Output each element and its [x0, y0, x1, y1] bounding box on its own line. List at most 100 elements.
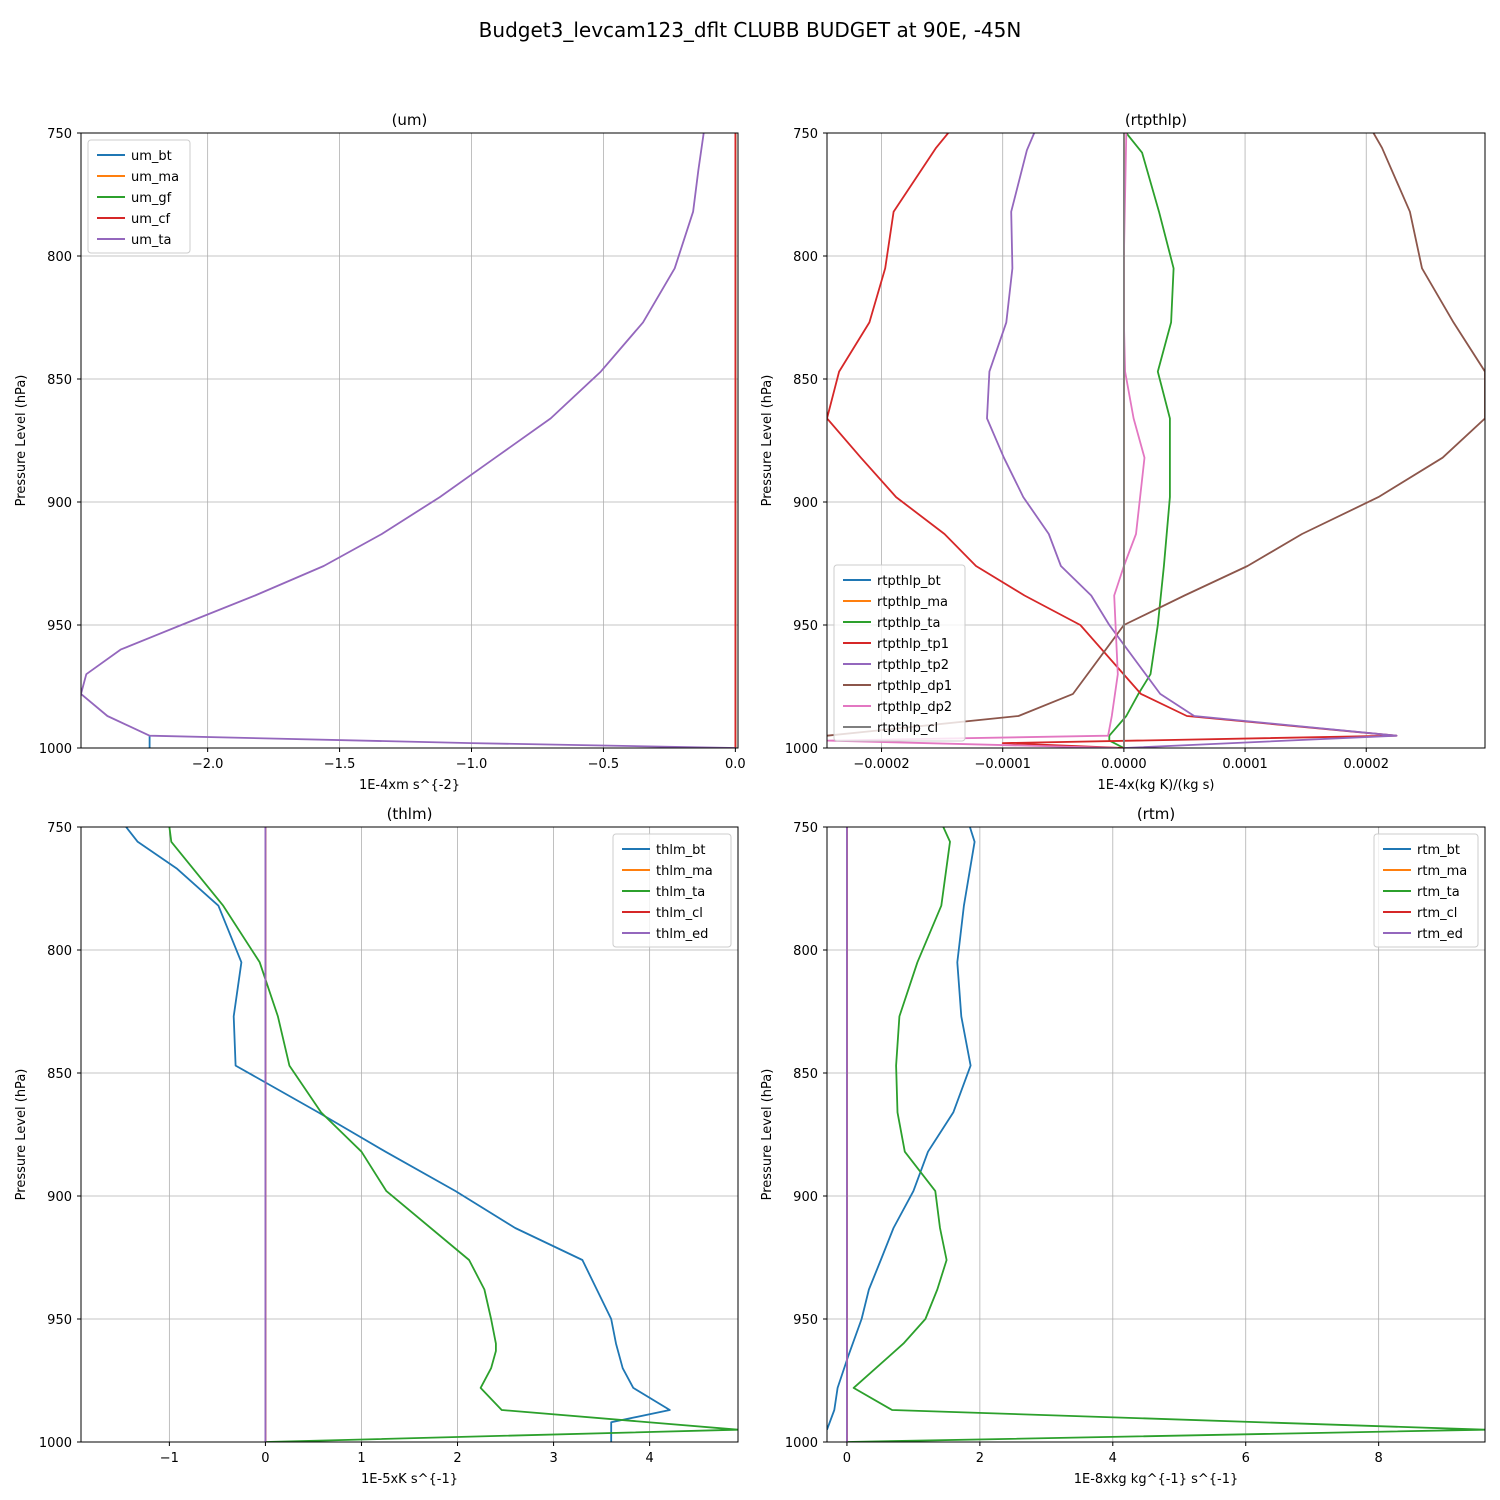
- x-tick-label: −2.0: [192, 757, 224, 772]
- x-tick-label: 0: [843, 1451, 851, 1466]
- x-tick-label: 2: [976, 1451, 984, 1466]
- x-tick-label: −1.5: [324, 757, 356, 772]
- y-tick-label: 800: [47, 944, 72, 959]
- y-tick-label: 1000: [785, 742, 818, 757]
- y-tick-label: 1000: [785, 1436, 818, 1451]
- legend-label: rtm_bt: [1417, 843, 1460, 858]
- x-tick-label: −0.5: [588, 757, 620, 772]
- y-tick-label: 850: [47, 373, 72, 388]
- x-tick-label: 4: [645, 1451, 653, 1466]
- legend: rtm_bt rtm_ma rtm_ta rtm_cl rtm_ed: [1373, 833, 1479, 948]
- legend-label: um_ta: [131, 233, 171, 248]
- y-tick-label: 800: [793, 944, 818, 959]
- legend-label: rtpthlp_tp1: [877, 637, 949, 652]
- legend-label: thlm_ta: [656, 885, 705, 900]
- legend-label: rtpthlp_ma: [877, 595, 948, 610]
- y-tick-label: 750: [793, 127, 818, 142]
- x-axis-label: 1E-4x(kg K)/(kg s): [1098, 778, 1215, 793]
- subplot-title: (rtpthlp): [1125, 111, 1187, 129]
- y-tick-label: 750: [47, 127, 72, 142]
- legend-label: thlm_cl: [656, 906, 703, 921]
- subplot-1: −0.0002 −0.0001 0.0000 0.0001 0.0002 750 800 85…: [760, 111, 1486, 793]
- x-axis-label: 1E-8xkg kg^{-1} s^{-1}: [1074, 1472, 1239, 1487]
- y-tick-label: 950: [793, 619, 818, 634]
- x-tick-label: 0: [261, 1451, 269, 1466]
- legend-label: thlm_bt: [656, 843, 705, 858]
- legend-label: um_gf: [131, 191, 172, 206]
- axes-frame: [80, 826, 739, 1443]
- legend-box: [87, 139, 191, 254]
- figure-title: Budget3_levcam123_dflt CLUBB BUDGET at 9…: [479, 18, 1022, 42]
- x-tick-label: 2: [453, 1451, 461, 1466]
- series-group: [827, 827, 1485, 1442]
- legend-label: thlm_ma: [656, 864, 713, 879]
- x-tick-label: −1: [160, 1451, 179, 1466]
- series-line-um_ta: [81, 133, 736, 748]
- legend-label: rtpthlp_tp2: [877, 658, 949, 673]
- axes-frame: [826, 132, 1486, 749]
- axes-frame: [80, 132, 739, 749]
- y-tick-label: 850: [793, 373, 818, 388]
- y-axis-label: Pressure Level (hPa): [14, 1069, 29, 1201]
- legend-label: thlm_ed: [656, 927, 708, 942]
- legend: thlm_bt thlm_ma thlm_ta thlm_cl thlm_ed: [612, 833, 732, 948]
- legend-label: rtpthlp_dp2: [877, 700, 952, 715]
- y-tick-label: 850: [47, 1067, 72, 1082]
- x-axis-label: 1E-5xK s^{-1}: [361, 1472, 458, 1487]
- y-tick-label: 950: [47, 1313, 72, 1328]
- legend-box: [833, 564, 966, 742]
- legend-label: rtpthlp_cl: [877, 721, 938, 736]
- y-tick-label: 800: [47, 250, 72, 265]
- x-tick-label: 0.0: [725, 757, 746, 772]
- y-tick-label: 750: [793, 821, 818, 836]
- y-tick-label: 900: [793, 1190, 818, 1205]
- y-tick-label: 800: [793, 250, 818, 265]
- legend-label: um_bt: [131, 149, 172, 164]
- y-tick-label: 900: [793, 496, 818, 511]
- x-tick-label: −0.0001: [975, 757, 1031, 772]
- axes-frame: [826, 826, 1486, 1443]
- y-tick-label: 1000: [39, 1436, 72, 1451]
- subplot-title: (um): [392, 111, 428, 129]
- x-tick-label: 1: [357, 1451, 365, 1466]
- series-line-rtm_bt: [827, 827, 976, 1431]
- x-tick-label: 0.0002: [1343, 757, 1389, 772]
- series-group: [81, 133, 737, 748]
- legend-label: rtm_ed: [1417, 927, 1463, 942]
- x-tick-label: 0.0000: [1101, 757, 1147, 772]
- y-tick-label: 850: [793, 1067, 818, 1082]
- series-line-rtpthlp_dp1: [827, 133, 1485, 737]
- x-tick-label: −1.0: [456, 757, 488, 772]
- legend-label: um_cf: [131, 212, 171, 227]
- y-tick-label: 900: [47, 1190, 72, 1205]
- y-tick-label: 950: [793, 1313, 818, 1328]
- x-tick-label: −0.0002: [853, 757, 909, 772]
- y-tick-label: 1000: [39, 742, 72, 757]
- x-tick-label: 0.0001: [1222, 757, 1268, 772]
- y-axis-label: Pressure Level (hPa): [760, 1069, 775, 1201]
- subplot-0: −2.0 −1.5 −1.0 −0.5 0.0 750 800 850 900 950 1000 (u…: [14, 111, 746, 793]
- legend-label: um_ma: [131, 170, 179, 185]
- x-tick-label: 4: [1109, 1451, 1117, 1466]
- legend-label: rtm_ta: [1417, 885, 1460, 900]
- x-axis-label: 1E-4xm s^{-2}: [359, 778, 460, 793]
- subplot-grid: −2.0 −1.5 −1.0 −0.5 0.07508008509009501000(u…: [14, 111, 1486, 1487]
- x-tick-label: 3: [549, 1451, 557, 1466]
- x-tick-label: 6: [1242, 1451, 1250, 1466]
- legend: rtpthlp_bt rtpthlp_ma rtpthlp_ta rtpthlp_tp…: [833, 564, 966, 742]
- x-tick-label: 8: [1375, 1451, 1383, 1466]
- subplot-3: 0 2 4 6 8 750 800 850 900 950 1000 (rtm) 1E-8xkg kg^…: [760, 805, 1486, 1487]
- subplot-title: (rtm): [1137, 805, 1175, 823]
- series-line-thlm_bt: [125, 827, 671, 1442]
- legend-box: [1373, 833, 1479, 948]
- series-line-rtpthlp_tp2: [986, 133, 1398, 748]
- legend-label: rtpthlp_bt: [877, 574, 941, 589]
- y-axis-label: Pressure Level (hPa): [760, 375, 775, 507]
- legend: um_bt um_ma um_gf um_cf um_ta: [87, 139, 191, 254]
- subplot-title: (thlm): [387, 805, 433, 823]
- legend-label: rtm_cl: [1417, 906, 1457, 921]
- series-line-rtpthlp_ta: [1108, 133, 1175, 748]
- subplot-2: −1 0 1 2 3 4 750 800 850 900 950 1000 (thlm) 1E-5xK s…: [14, 805, 739, 1487]
- legend-label: rtm_ma: [1417, 864, 1467, 879]
